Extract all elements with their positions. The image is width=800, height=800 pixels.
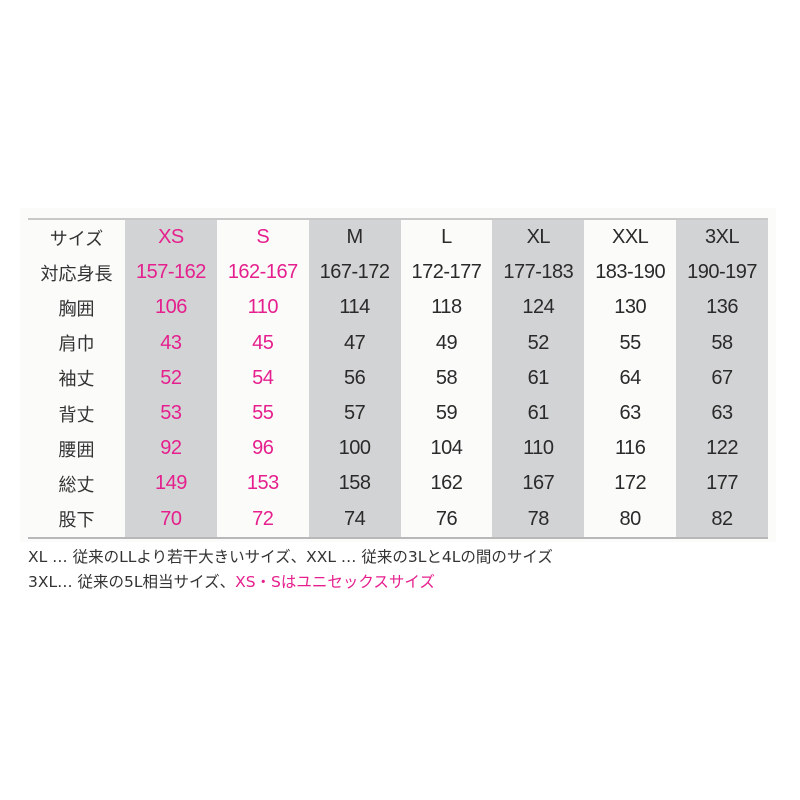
table-cell: 57 — [308, 395, 401, 432]
table-cell: 47 — [308, 325, 401, 361]
table-cell: 43 — [125, 325, 217, 361]
table-cell: 96 — [252, 437, 274, 460]
table-cell: 158 — [308, 466, 401, 502]
table-cell: 106 — [125, 290, 217, 326]
note-line-1: XL … 従来のLLより若干大きいサイズ、XXL … 従来の3Lと4Lの間のサイ… — [28, 548, 553, 566]
table-cell: 67 — [676, 360, 768, 396]
row-label: 袖丈 — [58, 369, 95, 391]
table-cell: 118 — [431, 296, 462, 319]
table-cell: 54 — [252, 366, 274, 389]
table-cell: 53 — [125, 395, 217, 432]
table-row: 対応身長 157-162 162-167 167-172 172-177 177-183 1… — [28, 255, 768, 291]
table-cell: 122 — [676, 431, 768, 467]
table-cell: 162-167 — [227, 261, 298, 284]
row-label: 腰囲 — [58, 439, 95, 461]
table-cell: 55 — [252, 402, 274, 425]
table-cell: 110 — [492, 431, 585, 467]
table-cell: 59 — [435, 402, 458, 425]
note-line-2-text: 3XL… 従来の5L相当サイズ、 — [28, 573, 236, 591]
table-row: 総丈 149 153 158 162 167 172 177 — [28, 466, 768, 502]
table-cell: 167 — [492, 466, 585, 502]
row-label: 背丈 — [58, 404, 95, 426]
size-header: M — [308, 219, 401, 256]
size-header: XXL — [611, 226, 649, 249]
table-row: 胸囲 106 110 114 118 124 130 136 — [28, 290, 768, 326]
row-label: 総丈 — [58, 474, 95, 496]
table-cell: 64 — [619, 366, 642, 389]
table-row: 背丈 53 55 57 59 61 63 63 — [28, 395, 768, 432]
table-cell: 116 — [614, 437, 646, 460]
note-unisex-highlight: XS・Sはユニセックスサイズ — [235, 573, 435, 591]
table-cell: 92 — [125, 431, 217, 467]
table-cell: 172-177 — [411, 261, 482, 284]
table-cell: 157-162 — [125, 255, 217, 291]
table-cell: 162 — [430, 472, 463, 495]
size-header: 3XL — [676, 219, 768, 256]
table-cell: 104 — [430, 437, 463, 460]
table-cell: 56 — [308, 360, 401, 396]
table-cell: 167-172 — [308, 255, 401, 291]
table-cell: 190-197 — [676, 255, 768, 291]
size-header: XL — [492, 219, 585, 256]
table-cell: 177-183 — [492, 255, 585, 291]
table-cell: 153 — [246, 472, 279, 495]
row-label: 股下 — [58, 510, 95, 532]
table-cell: 52 — [125, 360, 217, 396]
table-cell: 78 — [492, 501, 585, 538]
row-label: サイズ — [49, 228, 104, 250]
size-header: XS — [125, 219, 217, 256]
table-cell: 80 — [619, 507, 642, 530]
table-cell: 72 — [252, 507, 274, 530]
header-row: サイズ XS S M L XL XXL 3XL — [28, 219, 768, 256]
table-cell: 136 — [676, 290, 768, 326]
table-row: 袖丈 52 54 56 58 61 64 67 — [28, 360, 768, 396]
table-cell: 63 — [619, 402, 642, 425]
table-cell: 61 — [492, 395, 585, 432]
table-cell: 76 — [435, 507, 458, 530]
size-header: L — [441, 226, 452, 249]
table-cell: 149 — [125, 466, 217, 502]
table-cell: 63 — [676, 395, 768, 432]
table-row: 肩巾 43 45 47 49 52 55 58 — [28, 325, 768, 361]
table-cell: 49 — [435, 331, 458, 354]
table-cell: 124 — [492, 290, 585, 326]
row-label: 肩巾 — [58, 334, 95, 356]
table-cell: 74 — [308, 501, 401, 538]
table-cell: 183-190 — [595, 261, 666, 284]
table-cell: 100 — [308, 431, 401, 467]
table-cell: 52 — [492, 325, 585, 361]
table-cell: 177 — [676, 466, 768, 502]
row-label: 胸囲 — [58, 298, 95, 320]
table-row: 股下 70 72 74 76 78 80 82 — [28, 501, 768, 538]
table-cell: 61 — [492, 360, 585, 396]
table-cell: 172 — [614, 472, 647, 495]
table-cell: 82 — [676, 501, 768, 538]
table-cell: 58 — [435, 366, 458, 389]
table-cell: 70 — [125, 501, 217, 538]
size-notes: XL … 従来のLLより若干大きいサイズ、XXL … 従来の3Lと4Lの間のサイ… — [28, 545, 553, 595]
table-cell: 114 — [308, 290, 401, 326]
size-header: S — [256, 226, 270, 249]
table-cell: 58 — [676, 325, 768, 361]
table-cell: 110 — [247, 296, 279, 319]
table-row: 腰囲 92 96 100 104 110 116 122 — [28, 431, 768, 467]
note-line-2: 3XL… 従来の5L相当サイズ、XS・Sはユニセックスサイズ — [28, 570, 553, 595]
table-cell: 130 — [614, 296, 647, 319]
table-cell: 45 — [252, 331, 274, 354]
table-cell: 55 — [619, 331, 642, 354]
size-chart-table: サイズ XS S M L XL XXL 3XL 対応身長 157-162 162-167 167-17… — [28, 218, 768, 539]
row-label: 対応身長 — [40, 263, 113, 285]
